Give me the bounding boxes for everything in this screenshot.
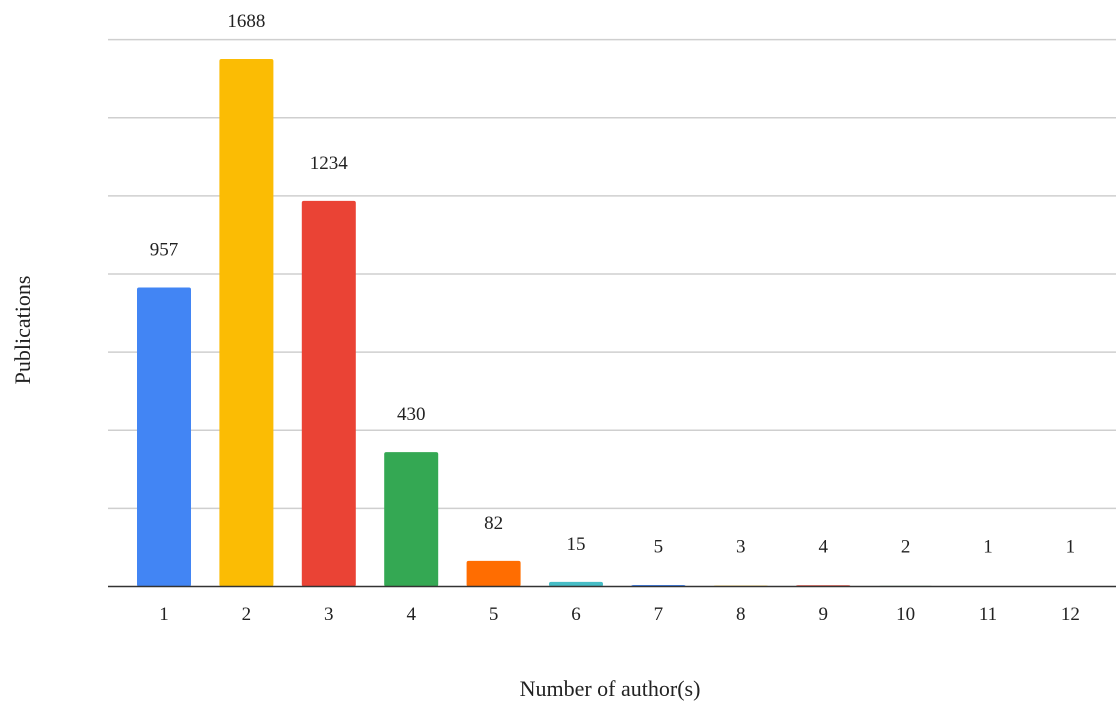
data-label-10: 2 [901, 537, 911, 558]
data-label-4: 430 [397, 404, 426, 425]
x-tick-9: 9 [818, 604, 828, 625]
data-label-8: 3 [736, 537, 746, 558]
x-tick-3: 3 [324, 604, 334, 625]
bar-4 [384, 452, 439, 587]
x-tick-10: 10 [896, 604, 915, 625]
bar-2 [219, 59, 274, 587]
data-label-12: 1 [1066, 537, 1076, 558]
bar-6 [549, 581, 603, 587]
bar-5 [466, 560, 521, 587]
bars [137, 59, 1098, 587]
x-axis-title: Number of author(s) [520, 676, 701, 701]
x-tick-12: 12 [1061, 604, 1080, 625]
data-labels: 957 1688 1234 430 82 15 5 3 4 2 1 1 [150, 11, 1075, 558]
data-label-5: 82 [484, 513, 503, 534]
x-tick-1: 1 [159, 604, 169, 625]
data-label-9: 4 [818, 537, 828, 558]
y-axis-title: Publications [10, 276, 35, 385]
data-label-7: 5 [654, 537, 664, 558]
gridlines [108, 38, 1116, 510]
data-label-11: 1 [983, 537, 993, 558]
data-label-6: 15 [567, 534, 586, 555]
data-label-3: 1234 [310, 153, 349, 174]
x-tick-2: 2 [242, 604, 252, 625]
data-label-2: 1688 [227, 11, 265, 32]
bar-1 [137, 287, 191, 587]
x-tick-4: 4 [406, 604, 416, 625]
x-tick-6: 6 [571, 604, 581, 625]
bar-3 [301, 200, 356, 587]
x-tick-labels: 1 2 3 4 5 6 7 8 9 10 11 12 [159, 604, 1080, 625]
x-tick-8: 8 [736, 604, 746, 625]
x-tick-5: 5 [489, 604, 499, 625]
data-label-1: 957 [150, 239, 179, 260]
x-tick-7: 7 [654, 604, 664, 625]
x-tick-11: 11 [979, 604, 997, 625]
